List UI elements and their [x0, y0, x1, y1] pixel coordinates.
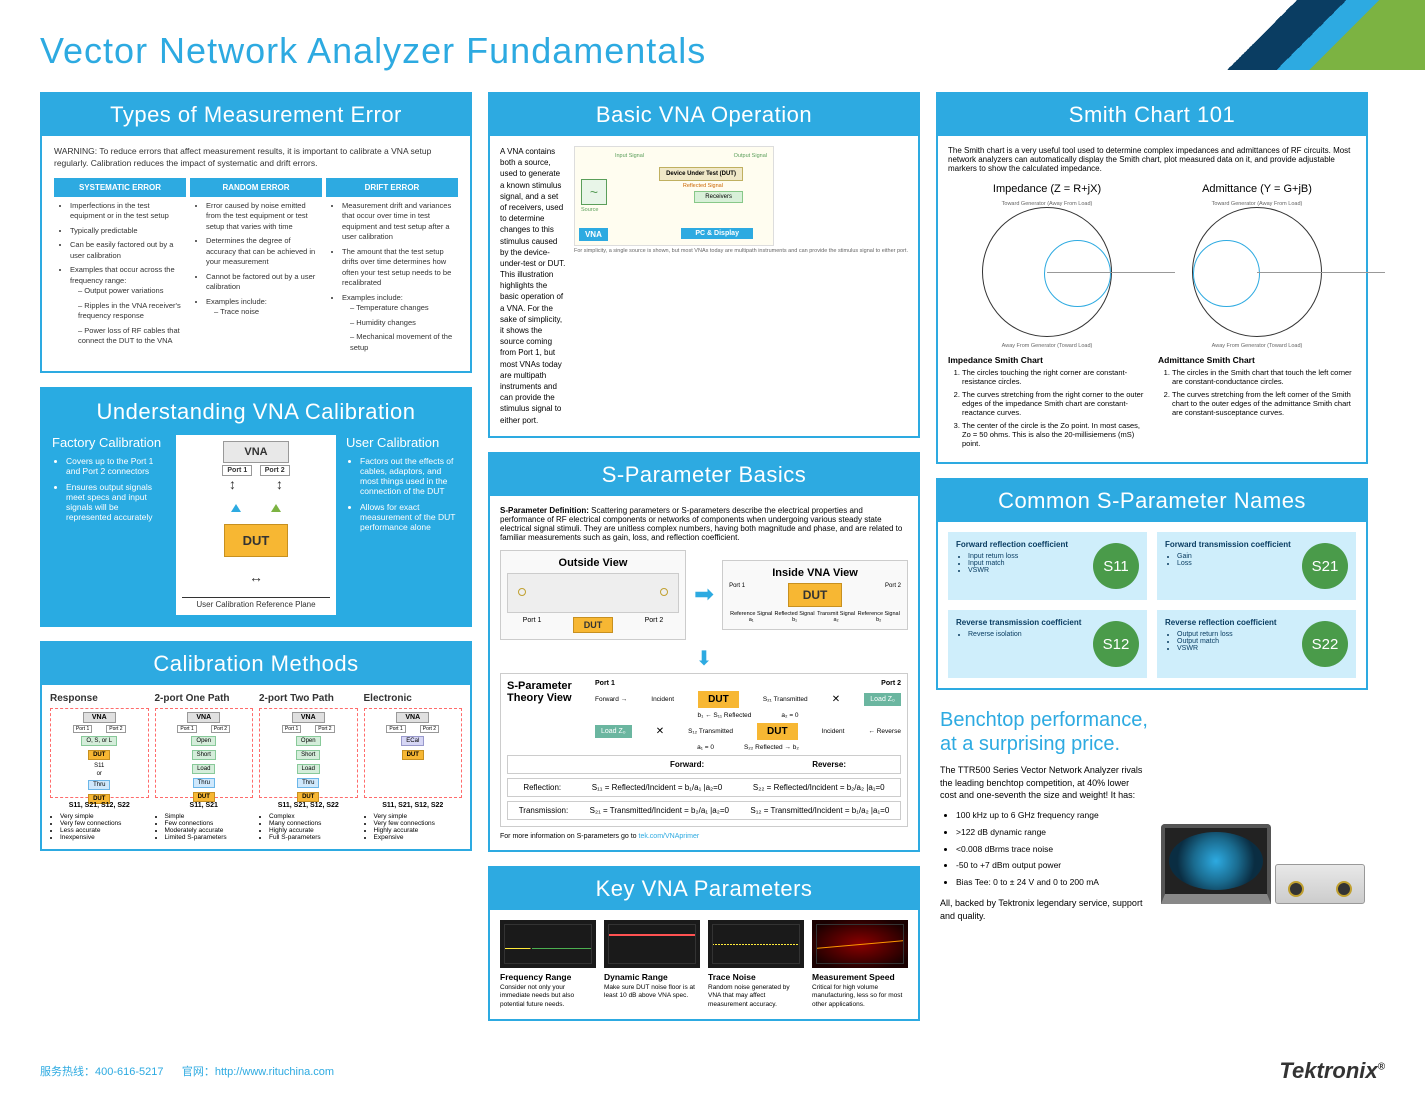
- method-0: ResponseVNAPort 1Port 2O, S, or LDUTS11o…: [50, 693, 149, 841]
- sname-card-S22: Reverse reflection coefficientOutput ret…: [1157, 610, 1356, 678]
- right-arrow-icon: ➡: [694, 580, 714, 609]
- panel-header: Types of Measurement Error: [42, 94, 470, 136]
- panel-header: Smith Chart 101: [938, 94, 1366, 136]
- warning-text: WARNING: To reduce errors that affect me…: [54, 146, 458, 170]
- down-arrow-icon: ⬇: [500, 646, 908, 671]
- promo-title: Benchtop performance,at a surprising pri…: [940, 708, 1368, 756]
- panel-sparams: S-Parameter Basics S-Parameter Definitio…: [488, 452, 920, 852]
- vna-box: VNA Port 1 Port 2: [223, 441, 288, 463]
- op-caption: For simplicity, a single source is shown…: [574, 248, 908, 254]
- op-dut: Device Under Test (DUT): [659, 167, 743, 181]
- ref-plane-label: User Calibration Reference Plane: [182, 597, 330, 609]
- error-head-systematic: SYSTEMATIC ERROR: [54, 178, 186, 197]
- more-info: For more information on S-parameters go …: [500, 833, 908, 840]
- key-param-2: Trace NoiseRandom noise generated by VNA…: [708, 920, 804, 1009]
- factory-heading: Factory Calibration: [52, 435, 166, 450]
- triangle-icon: [231, 504, 241, 512]
- panel-basic-op: Basic VNA Operation A VNA contains both …: [488, 92, 920, 438]
- promo-section: Benchtop performance,at a surprising pri…: [936, 704, 1368, 922]
- column-2: Basic VNA Operation A VNA contains both …: [488, 92, 920, 1021]
- basic-op-text: A VNA contains both a source, used to ge…: [500, 146, 566, 426]
- vna-device-icon: [1275, 864, 1365, 904]
- sname-card-S21: Forward transmission coefficientGainLoss…: [1157, 532, 1356, 600]
- brand-logo: Tektronix®: [1279, 1058, 1385, 1084]
- promo-closing: All, backed by Tektronix legendary servi…: [940, 897, 1148, 922]
- sname-card-S11: Forward reflection coefficientInput retu…: [948, 532, 1147, 600]
- inside-view: Inside VNA View Port 1 DUT Port 2 Refere…: [722, 560, 908, 630]
- panel-smith: Smith Chart 101 The Smith chart is a ver…: [936, 92, 1368, 464]
- op-pc: PC & Display: [681, 228, 753, 239]
- key-param-1: Dynamic RangeMake sure DUT noise floor i…: [604, 920, 700, 1009]
- panel-header: Calibration Methods: [42, 643, 470, 685]
- sparam-definition: S-Parameter Definition: Scattering param…: [500, 506, 908, 542]
- theory-view: S-Parameter Theory View Port 1 Port 2 Fo…: [500, 673, 908, 827]
- panel-header: Basic VNA Operation: [490, 94, 918, 136]
- admittance-heading: Admittance (Y = G+jB): [1158, 183, 1356, 195]
- calib-diagram: VNA Port 1 Port 2 ↕ ↕ DUT ↔ User Calibra…: [176, 435, 336, 615]
- panel-header: S-Parameter Basics: [490, 454, 918, 496]
- error-table: SYSTEMATIC ERROR Imperfections in the te…: [54, 178, 458, 362]
- source-icon: [581, 179, 607, 205]
- user-heading: User Calibration: [346, 435, 460, 450]
- panel-header: Key VNA Parameters: [490, 868, 918, 910]
- admittance-smith-chart: [1192, 207, 1322, 337]
- horiz-arrow-icon: ↔: [249, 569, 263, 585]
- sname-card-S12: Reverse transmission coefficientReverse …: [948, 610, 1147, 678]
- main-columns: Types of Measurement Error WARNING: To r…: [0, 92, 1425, 1021]
- triangle-icon: [271, 504, 281, 512]
- panel-snames: Common S-Parameter Names Forward reflect…: [936, 478, 1368, 690]
- product-image: [1158, 764, 1368, 904]
- error-head-drift: DRIFT ERROR: [326, 178, 458, 197]
- down-arrow-icon: ↕: [276, 476, 283, 492]
- panel-header: Common S-Parameter Names: [938, 480, 1366, 522]
- panel-measurement-error: Types of Measurement Error WARNING: To r…: [40, 92, 472, 373]
- footer: 服务热线：400-616-5217 官网：http://www.rituchin…: [0, 1058, 1425, 1084]
- method-3: ElectronicVNAPort 1Port 2ECalDUTS11, S21…: [364, 693, 463, 841]
- promo-text: The TTR500 Series Vector Network Analyze…: [940, 764, 1148, 802]
- panel-methods: Calibration Methods ResponseVNAPort 1Por…: [40, 641, 472, 851]
- method-1: 2-port One PathVNAPort 1Port 2OpenShortL…: [155, 693, 254, 841]
- panel-key-params: Key VNA Parameters Frequency RangeConsid…: [488, 866, 920, 1021]
- basic-op-diagram: Source VNA Input Signal Output Signal De…: [574, 146, 774, 246]
- op-receivers: Receivers: [694, 191, 743, 203]
- panel-calibration: Understanding VNA Calibration Factory Ca…: [40, 387, 472, 627]
- smith-intro: The Smith chart is a very useful tool us…: [948, 146, 1356, 173]
- column-1: Types of Measurement Error WARNING: To r…: [40, 92, 472, 1021]
- outside-view: Outside View Port 1 DUT Port 2: [500, 550, 686, 640]
- key-param-3: Measurement SpeedCritical for high volum…: [812, 920, 908, 1009]
- column-3: Smith Chart 101 The Smith chart is a ver…: [936, 92, 1368, 1021]
- footer-contact: 服务热线：400-616-5217 官网：http://www.rituchin…: [40, 1063, 334, 1079]
- error-head-random: RANDOM ERROR: [190, 178, 322, 197]
- method-2: 2-port Two PathVNAPort 1Port 2OpenShortL…: [259, 693, 358, 841]
- corner-accent: [1165, 0, 1425, 70]
- laptop-icon: [1161, 824, 1271, 904]
- dut-box: DUT: [224, 524, 289, 557]
- down-arrow-icon: ↕: [229, 476, 236, 492]
- impedance-smith-chart: [982, 207, 1112, 337]
- impedance-heading: Impedance (Z = R+jX): [948, 183, 1146, 195]
- site-link[interactable]: http://www.rituchina.com: [215, 1066, 334, 1078]
- vna-primer-link[interactable]: tek.com/VNAprimer: [639, 833, 700, 840]
- calib-title: Understanding VNA Calibration: [52, 399, 460, 425]
- key-param-0: Frequency RangeConsider not only your im…: [500, 920, 596, 1009]
